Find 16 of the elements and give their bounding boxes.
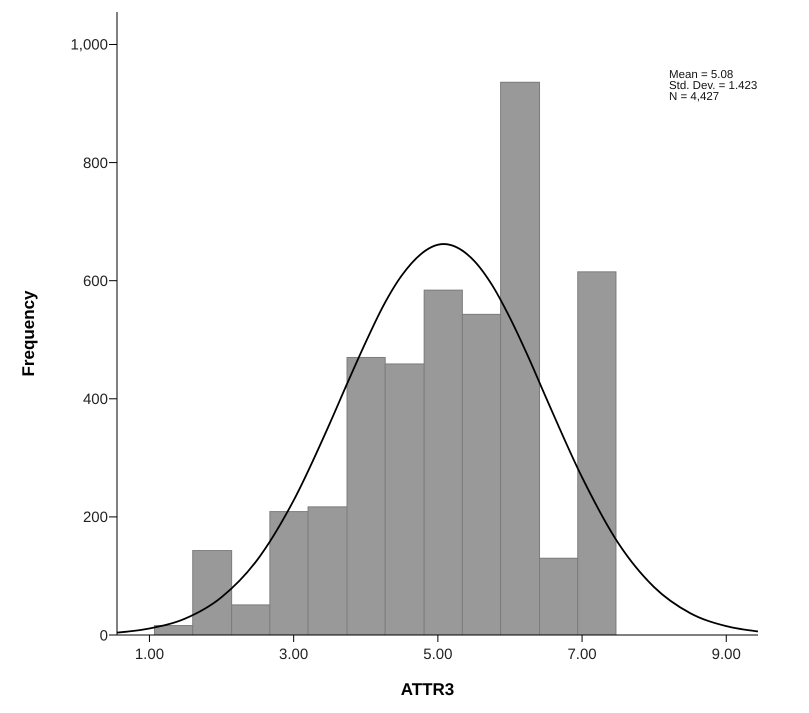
y-tick-label: 1,000 [70, 36, 108, 54]
y-tick-label: 600 [82, 272, 108, 290]
x-tick-label: 3.00 [279, 646, 308, 663]
x-tick-label: 9.00 [712, 646, 741, 663]
x-tick-label: 7.00 [567, 646, 597, 663]
y-tick-label: 800 [82, 154, 108, 172]
annotation: Std. Dev. = 1.423 [669, 80, 758, 92]
y-tick-label: 0 [100, 627, 108, 644]
annotation: Mean = 5.08 [669, 69, 734, 81]
y-axis-title: Frequency [19, 290, 38, 376]
x-axis-title: ATTR3 [400, 680, 454, 699]
x-tick-label: 1.00 [134, 646, 164, 663]
x-tick-label: 5.00 [423, 646, 452, 663]
y-tick-label: 200 [82, 509, 108, 526]
y-tick-label: 400 [82, 391, 108, 408]
annotation: N = 4,427 [669, 91, 720, 103]
